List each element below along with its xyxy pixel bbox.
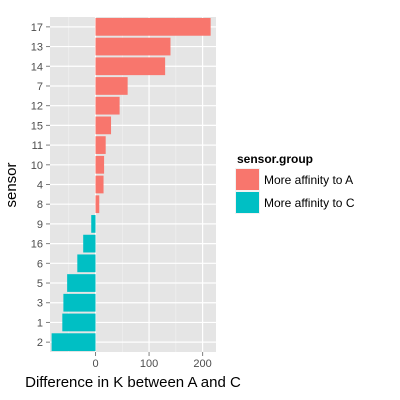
bars: [51, 17, 211, 352]
bar-sensor-2: [51, 333, 96, 352]
x-axis-ticks: 0 100 200: [92, 352, 212, 370]
y-tick-label: 10: [31, 160, 43, 172]
y-tick-label: 16: [31, 239, 43, 251]
grid-lines: [50, 17, 216, 352]
bar-sensor-5: [67, 274, 96, 292]
legend-label-c: More affinity to C: [264, 196, 355, 210]
y-tick-label: 14: [31, 61, 43, 73]
x-tick-label: 100: [140, 358, 158, 370]
y-tick-label: 6: [37, 258, 43, 270]
y-tick-label: 13: [31, 42, 43, 54]
legend-title: sensor.group: [237, 152, 313, 166]
bar-sensor-17: [95, 17, 211, 36]
bar-sensor-12: [95, 96, 120, 115]
bar-sensor-4: [95, 175, 104, 194]
x-tick-label: 200: [193, 358, 211, 370]
y-tick-label: 1: [37, 317, 43, 329]
y-tick-label: 4: [37, 180, 43, 192]
y-tick-label: 5: [37, 278, 43, 290]
legend: sensor.group More affinity to A More aff…: [235, 152, 355, 214]
bar-sensor-14: [95, 57, 166, 76]
y-tick-label: 17: [31, 22, 43, 34]
legend-label-a: More affinity to A: [264, 173, 353, 187]
y-tick-label: 7: [37, 81, 43, 93]
y-tick-label: 3: [37, 298, 43, 310]
bar-sensor-8: [95, 195, 100, 214]
legend-key-a: [236, 169, 259, 190]
bar-sensor-3: [63, 293, 96, 312]
x-axis-title: Difference in K between A and C: [25, 374, 241, 391]
bar-sensor-7: [95, 77, 128, 95]
y-tick-label: 15: [31, 120, 43, 132]
y-tick-label: 8: [37, 199, 43, 211]
bar-sensor-1: [62, 313, 96, 332]
legend-key-c: [236, 192, 259, 213]
y-tick-label: 9: [37, 219, 43, 231]
y-tick-label: 11: [32, 140, 43, 152]
bar-sensor-13: [95, 37, 171, 56]
bar-sensor-9: [91, 215, 96, 233]
bar-sensor-15: [95, 116, 112, 135]
y-tick-label: 12: [31, 101, 43, 113]
x-tick-label: 0: [92, 358, 98, 370]
y-axis-title: sensor: [3, 162, 20, 207]
bar-sensor-6: [77, 254, 96, 273]
bar-sensor-10: [95, 155, 105, 174]
y-tick-label: 2: [37, 337, 43, 349]
bar-sensor-11: [95, 136, 106, 154]
bar-sensor-16: [83, 234, 96, 253]
